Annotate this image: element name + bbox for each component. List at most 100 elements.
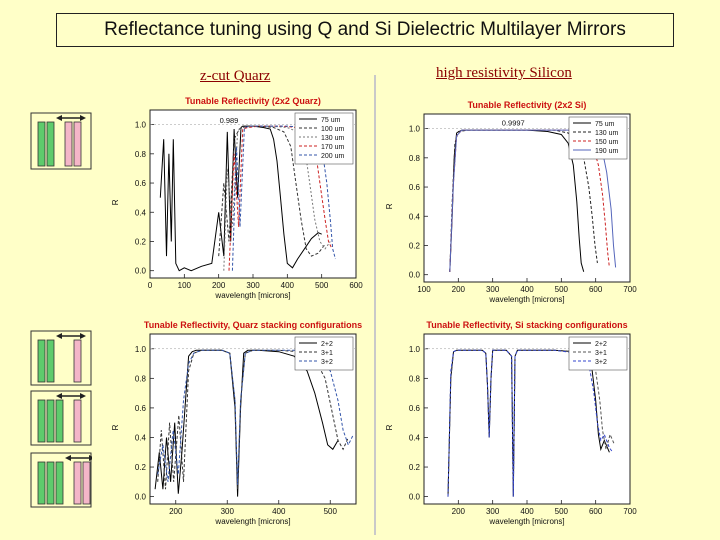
series-line: [157, 349, 349, 490]
plate: [37, 339, 46, 383]
legend-entry: 200 um: [321, 153, 345, 160]
x-tick-label: 200: [452, 507, 466, 516]
plate-stack-icon: [30, 112, 92, 170]
legend-entry: 2+2: [321, 341, 333, 348]
y-tick-label: 1.0: [409, 345, 421, 354]
y-tick-label: 0.4: [135, 433, 147, 442]
chart-title: Tunable Reflectivity, Si stacking config…: [426, 320, 627, 330]
legend-box: [568, 116, 628, 160]
x-tick-label: 300: [221, 507, 235, 516]
annotation-label: 0.9997: [502, 119, 525, 128]
chart-quartz-stacking: Tunable Reflectivity, Quarz stacking con…: [111, 320, 362, 526]
y-axis-label: R: [111, 424, 120, 430]
y-tick-label: 0.2: [409, 241, 421, 250]
plate: [46, 339, 55, 383]
x-tick-label: 300: [486, 285, 500, 294]
plate: [46, 399, 55, 443]
plate-stack-icon: [30, 452, 92, 508]
x-tick-label: 500: [324, 507, 338, 516]
y-tick-label: 0.2: [135, 463, 147, 472]
plate: [55, 399, 64, 443]
plate: [73, 461, 82, 505]
column-divider: [374, 75, 376, 535]
x-axis-label: wavelength [microns]: [488, 517, 564, 526]
page-title: Reflectance tuning using Q and Si Dielec…: [104, 19, 626, 40]
x-axis-label: wavelength [microns]: [214, 291, 290, 300]
legend-entry: 130 um: [321, 135, 345, 142]
x-tick-label: 200: [169, 507, 183, 516]
annotation-label: 0.989: [220, 116, 239, 125]
header-quartz: z-cut Quarz: [200, 68, 271, 84]
chart-title: Tunable Reflectivity (2x2 Quarz): [185, 96, 321, 106]
y-tick-label: 0.8: [409, 374, 421, 383]
x-axis-label: wavelength [microns]: [488, 295, 564, 304]
x-tick-label: 400: [520, 507, 534, 516]
x-tick-label: 100: [417, 285, 431, 294]
y-tick-label: 1.0: [409, 125, 421, 134]
y-tick-label: 0.6: [135, 404, 147, 413]
legend-entry: 190 um: [595, 148, 619, 155]
plate-stack-icon: [30, 390, 92, 446]
x-tick-label: 500: [555, 507, 569, 516]
chart-title: Tunable Reflectivity (2x2 Si): [468, 100, 587, 110]
x-tick-label: 500: [555, 285, 569, 294]
x-tick-label: 400: [281, 281, 295, 290]
x-tick-label: 0: [148, 281, 153, 290]
y-tick-label: 0.8: [135, 150, 147, 159]
y-tick-label: 1.0: [135, 121, 147, 130]
legend-entry: 130 um: [595, 130, 619, 137]
x-tick-label: 600: [589, 507, 603, 516]
legend-entry: 75 um: [321, 117, 341, 124]
y-tick-label: 1.0: [135, 345, 147, 354]
y-tick-label: 0.2: [135, 237, 147, 246]
y-tick-label: 0.0: [135, 493, 147, 502]
legend-entry: 150 um: [595, 139, 619, 146]
legend-entry: 3+1: [595, 350, 607, 357]
chart-si-stacking: Tunable Reflectivity, Si stacking config…: [385, 320, 637, 526]
legend-entry: 75 um: [595, 121, 615, 128]
x-tick-label: 400: [272, 507, 286, 516]
x-axis-label: wavelength [microns]: [214, 517, 290, 526]
legend-entry: 3+2: [321, 359, 333, 366]
x-tick-label: 700: [623, 507, 637, 516]
y-tick-label: 0.0: [409, 493, 421, 502]
plate: [37, 399, 46, 443]
y-tick-label: 0.8: [409, 154, 421, 163]
y-tick-label: 0.4: [409, 212, 421, 221]
series-line: [228, 125, 333, 271]
plate: [73, 399, 82, 443]
series-line: [223, 125, 331, 271]
y-axis-label: R: [385, 424, 394, 430]
series-line: [157, 349, 354, 485]
header-silicon: high resistivity Silicon: [436, 65, 572, 81]
chart-title: Tunable Reflectivity, Quarz stacking con…: [144, 320, 362, 330]
plate: [73, 339, 82, 383]
legend-entry: 100 um: [321, 126, 345, 133]
x-tick-label: 500: [315, 281, 329, 290]
plate: [55, 461, 64, 505]
y-tick-label: 0.8: [135, 374, 147, 383]
plate: [73, 121, 82, 167]
legend-entry: 170 um: [321, 144, 345, 151]
y-tick-label: 0.6: [135, 179, 147, 188]
x-tick-label: 300: [486, 507, 500, 516]
y-tick-label: 0.0: [135, 267, 147, 276]
double-arrow-icon: [56, 393, 86, 399]
series-line: [218, 125, 326, 257]
x-tick-label: 200: [212, 281, 226, 290]
x-tick-label: 400: [520, 285, 534, 294]
legend-entry: 3+1: [321, 350, 333, 357]
series-line: [447, 349, 614, 497]
plate: [37, 461, 46, 505]
plate-stack-icon: [30, 330, 92, 386]
y-tick-label: 0.2: [409, 463, 421, 472]
x-tick-label: 300: [246, 281, 260, 290]
y-tick-label: 0.6: [409, 183, 421, 192]
chart-si-2x2: Tunable Reflectivity (2x2 Si) 0.0 0.2 0.4 0.…: [385, 100, 637, 304]
double-arrow-icon: [56, 115, 86, 121]
x-tick-label: 600: [349, 281, 363, 290]
series-line: [449, 129, 617, 272]
y-axis-label: R: [111, 199, 120, 205]
y-tick-label: 0.0: [409, 271, 421, 280]
plate: [46, 121, 55, 167]
